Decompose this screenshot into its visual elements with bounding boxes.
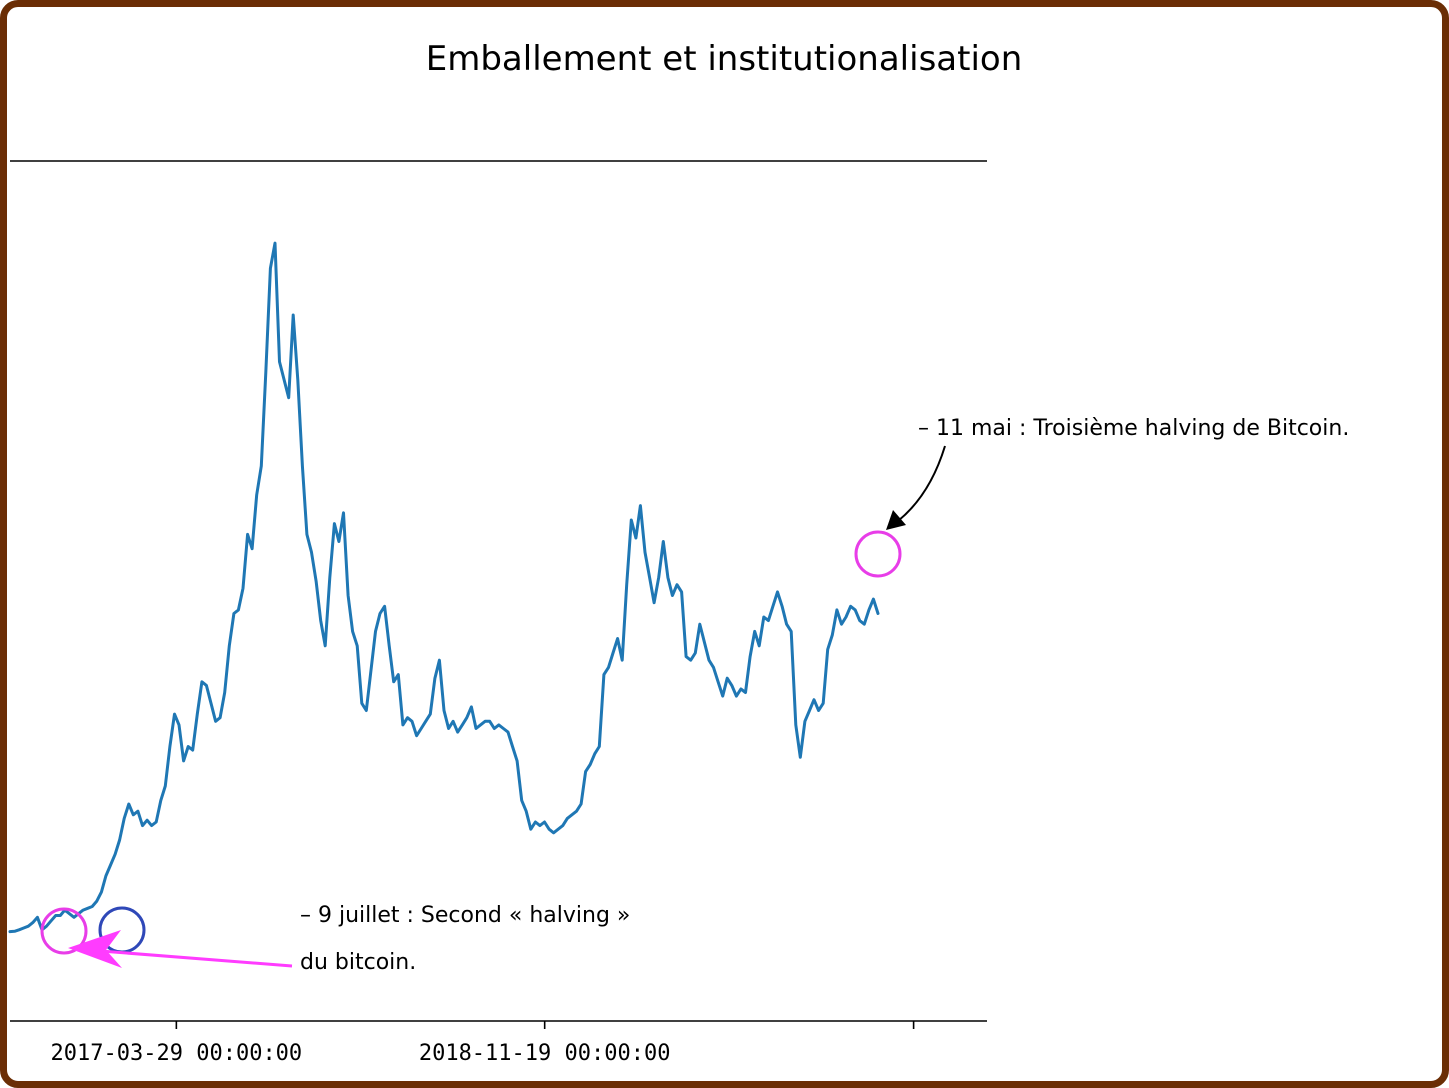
chart: Emballement et institutionalisation 2017… <box>7 7 1442 1081</box>
x-tick-label: 2017-03-29 00:00:00 <box>51 1041 303 1066</box>
annotation-arrow-top <box>886 446 945 530</box>
annotation-halving-2016-line2: du bitcoin. <box>300 950 416 975</box>
annotation-halving-2016-line1: – 9 juillet : Second « halving » <box>300 903 630 928</box>
series-line <box>10 243 878 932</box>
annotation-halving-2020: – 11 mai : Troisième halving de Bitcoin. <box>918 416 1349 441</box>
chart-title: Emballement et institutionalisation <box>426 39 1023 79</box>
marker-circle-halving-2020 <box>856 532 900 576</box>
x-tick-label: 2018-11-19 00:00:00 <box>419 1041 671 1066</box>
